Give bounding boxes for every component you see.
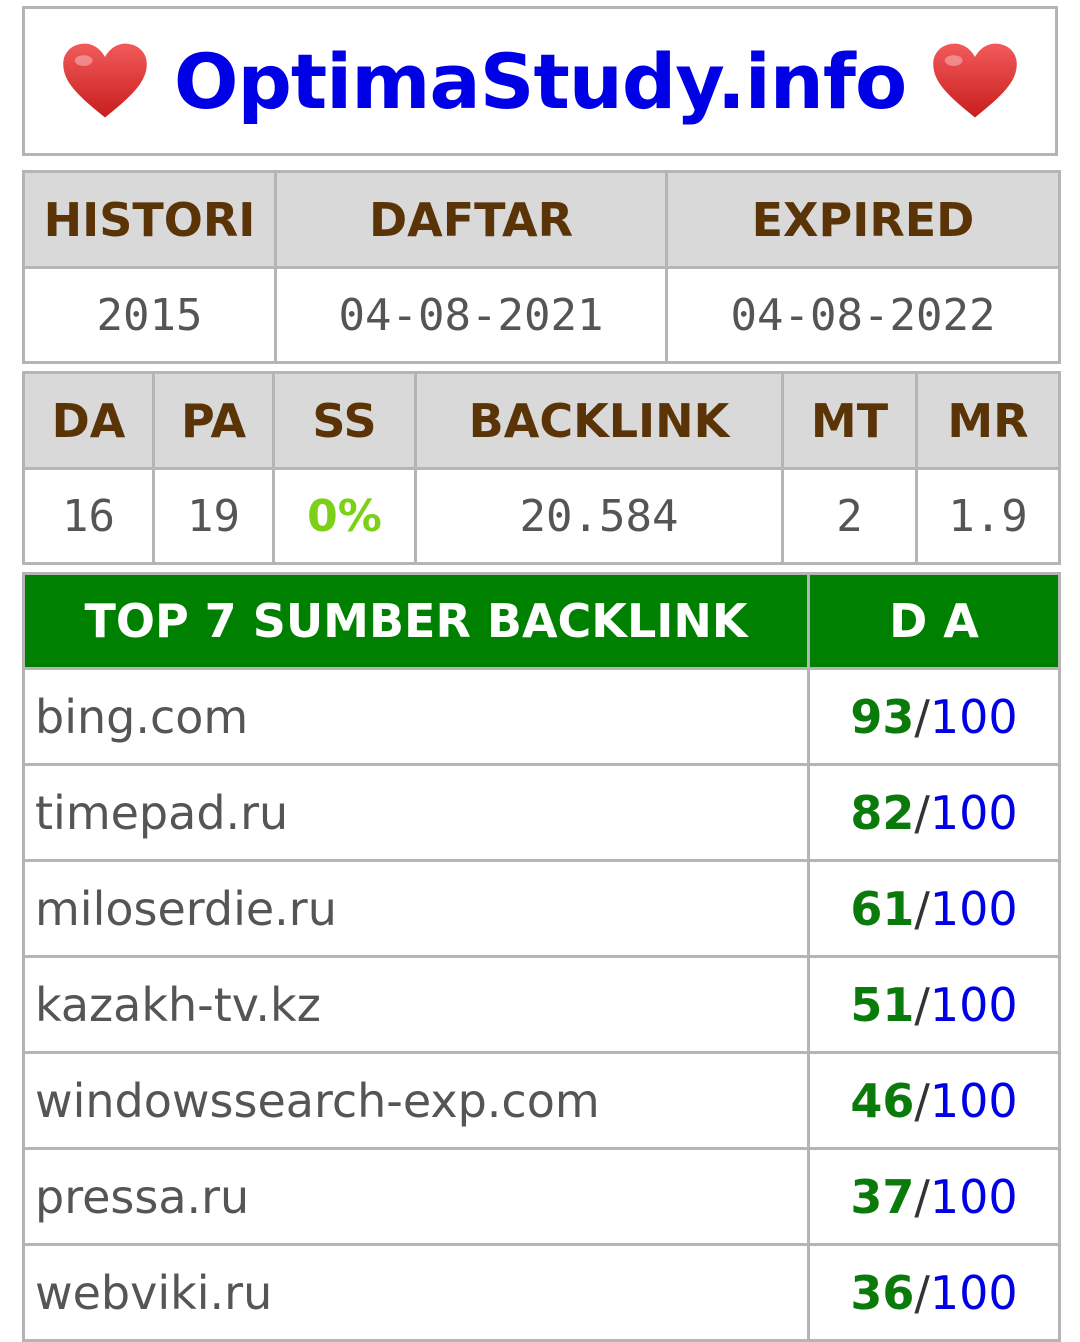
domain-metrics-table: DA PA SS BACKLINK MT MR 16 19 0% 20.584 … (22, 371, 1061, 565)
backlink-domain: kazakh-tv.kz (22, 955, 810, 1054)
score-separator: / (914, 785, 930, 840)
table-row: kazakh-tv.kz 51/100 (22, 955, 1061, 1054)
expired-value: 04-08-2022 (665, 266, 1061, 364)
backlink-value: 20.584 (414, 467, 784, 565)
site-title-box: OptimaStudy.info (22, 6, 1058, 156)
backlink-da-score: 46/100 (807, 1051, 1061, 1150)
header-top-sources: TOP 7 SUMBER BACKLINK (22, 572, 810, 670)
score-separator: / (914, 1265, 930, 1320)
score-separator: / (914, 881, 930, 936)
header-ss: SS (272, 371, 417, 470)
score-value: 61 (850, 881, 915, 936)
table-row: timepad.ru 82/100 (22, 763, 1061, 862)
score-value: 46 (850, 1073, 915, 1128)
backlinks-header-row: TOP 7 SUMBER BACKLINK D A (22, 572, 1061, 670)
backlink-domain: bing.com (22, 667, 810, 766)
dates-value-row: 2015 04-08-2021 04-08-2022 (22, 266, 1061, 364)
score-max: 100 (929, 977, 1018, 1032)
backlink-domain: miloserdie.ru (22, 859, 810, 958)
score-separator: / (914, 1169, 930, 1224)
header-histori: HISTORI (22, 170, 277, 269)
score-max: 100 (929, 785, 1018, 840)
backlink-da-score: 37/100 (807, 1147, 1061, 1246)
score-separator: / (914, 689, 930, 744)
histori-value: 2015 (22, 266, 277, 364)
score-max: 100 (929, 1073, 1018, 1128)
backlink-domain: windowssearch-exp.com (22, 1051, 810, 1150)
mr-value: 1.9 (915, 467, 1061, 565)
header-daftar: DAFTAR (274, 170, 668, 269)
header-mt: MT (781, 371, 918, 470)
score-value: 82 (850, 785, 915, 840)
heart-right-icon (933, 43, 1017, 118)
pa-value: 19 (152, 467, 275, 565)
header-da: DA (22, 371, 155, 470)
table-row: webviki.ru 36/100 (22, 1243, 1061, 1342)
top-backlinks-table: TOP 7 SUMBER BACKLINK D A bing.com 93/100… (22, 572, 1061, 1342)
table-row: bing.com 93/100 (22, 667, 1061, 766)
score-max: 100 (929, 1169, 1018, 1224)
metrics-header-row: DA PA SS BACKLINK MT MR (22, 371, 1061, 470)
score-max: 100 (929, 881, 1018, 936)
table-row: miloserdie.ru 61/100 (22, 859, 1061, 958)
domain-dates-table: HISTORI DAFTAR EXPIRED 2015 04-08-2021 0… (22, 170, 1061, 364)
score-value: 37 (850, 1169, 915, 1224)
backlink-da-score: 36/100 (807, 1243, 1061, 1342)
backlink-da-score: 82/100 (807, 763, 1061, 862)
backlink-da-score: 93/100 (807, 667, 1061, 766)
score-separator: / (914, 977, 930, 1032)
backlink-domain: pressa.ru (22, 1147, 810, 1246)
table-row: windowssearch-exp.com 46/100 (22, 1051, 1061, 1150)
score-separator: / (914, 1073, 930, 1128)
header-da-score: D A (807, 572, 1061, 670)
site-title: OptimaStudy.info (173, 36, 907, 126)
score-max: 100 (929, 689, 1018, 744)
mt-value: 2 (781, 467, 918, 565)
metrics-value-row: 16 19 0% 20.584 2 1.9 (22, 467, 1061, 565)
header-backlink: BACKLINK (414, 371, 784, 470)
score-value: 51 (850, 977, 915, 1032)
table-row: pressa.ru 37/100 (22, 1147, 1061, 1246)
da-value: 16 (22, 467, 155, 565)
backlink-da-score: 61/100 (807, 859, 1061, 958)
backlink-domain: timepad.ru (22, 763, 810, 862)
header-expired: EXPIRED (665, 170, 1061, 269)
score-max: 100 (929, 1265, 1018, 1320)
header-pa: PA (152, 371, 275, 470)
backlink-da-score: 51/100 (807, 955, 1061, 1054)
dates-header-row: HISTORI DAFTAR EXPIRED (22, 170, 1061, 269)
score-value: 93 (850, 689, 915, 744)
daftar-value: 04-08-2021 (274, 266, 668, 364)
heart-left-icon (63, 43, 147, 118)
backlink-domain: webviki.ru (22, 1243, 810, 1342)
score-value: 36 (850, 1265, 915, 1320)
header-mr: MR (915, 371, 1061, 470)
ss-value: 0% (272, 467, 417, 565)
